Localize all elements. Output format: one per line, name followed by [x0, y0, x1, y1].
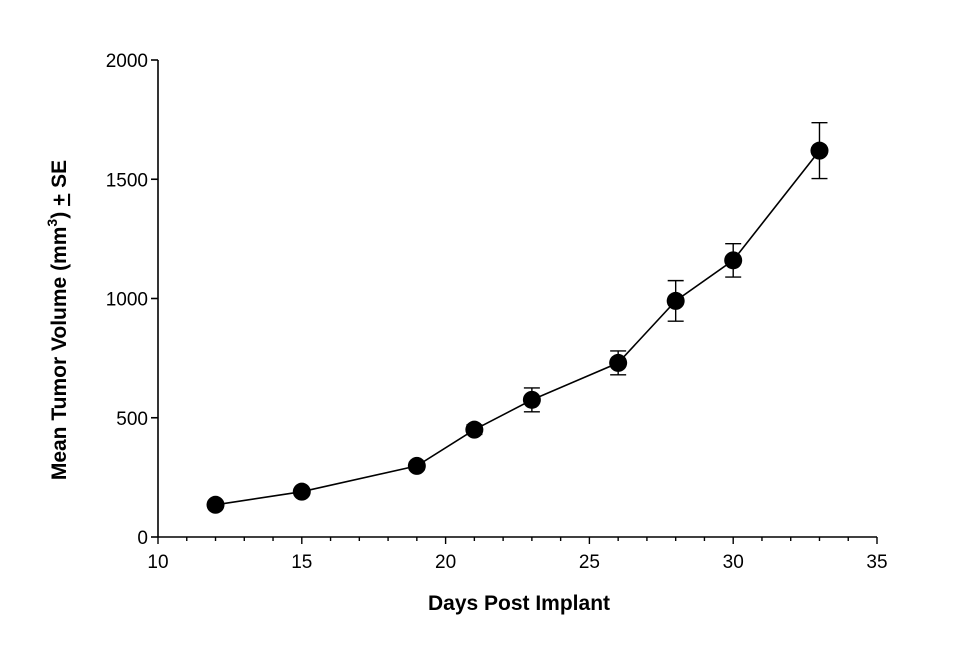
x-tick-label: 35: [866, 552, 887, 573]
data-series: [206, 122, 829, 514]
y-tick-label: 500: [116, 409, 148, 430]
data-point: [206, 495, 225, 514]
ticks: 0 500 1000 1500 2000 10 15 20 25 30 35: [106, 51, 888, 573]
y-tick-label: 1000: [106, 290, 148, 311]
x-tick-label: 10: [147, 552, 168, 573]
y-tick-label: 2000: [106, 51, 148, 72]
y-tick-label: 0: [137, 528, 148, 549]
data-point: [465, 420, 484, 439]
data-point: [609, 353, 628, 372]
data-point: [810, 141, 829, 160]
y-axis-title-close: ): [48, 206, 71, 219]
series-line: [215, 150, 821, 506]
x-tick-label: 25: [579, 552, 600, 573]
data-point: [292, 482, 311, 501]
y-axis-title-main: Mean Tumor Volume (mm: [48, 227, 71, 481]
x-tick-label: 30: [723, 552, 744, 573]
data-point: [724, 251, 743, 270]
data-point: [666, 291, 685, 310]
x-axis-title: Days Post Implant: [428, 592, 610, 615]
data-point: [522, 390, 541, 409]
y-axis-title-superscript: 3: [44, 219, 60, 227]
x-tick-label: 15: [291, 552, 312, 573]
y-axis-title-se: SE: [48, 160, 71, 194]
y-axis-title-plus-minus: +: [48, 194, 71, 206]
axes: [157, 60, 877, 538]
x-tick-label: 20: [435, 552, 456, 573]
data-point: [407, 456, 426, 475]
y-tick-label: 1500: [106, 170, 148, 191]
y-axis-title: Mean Tumor Volume (mm3) + SE: [44, 160, 71, 480]
